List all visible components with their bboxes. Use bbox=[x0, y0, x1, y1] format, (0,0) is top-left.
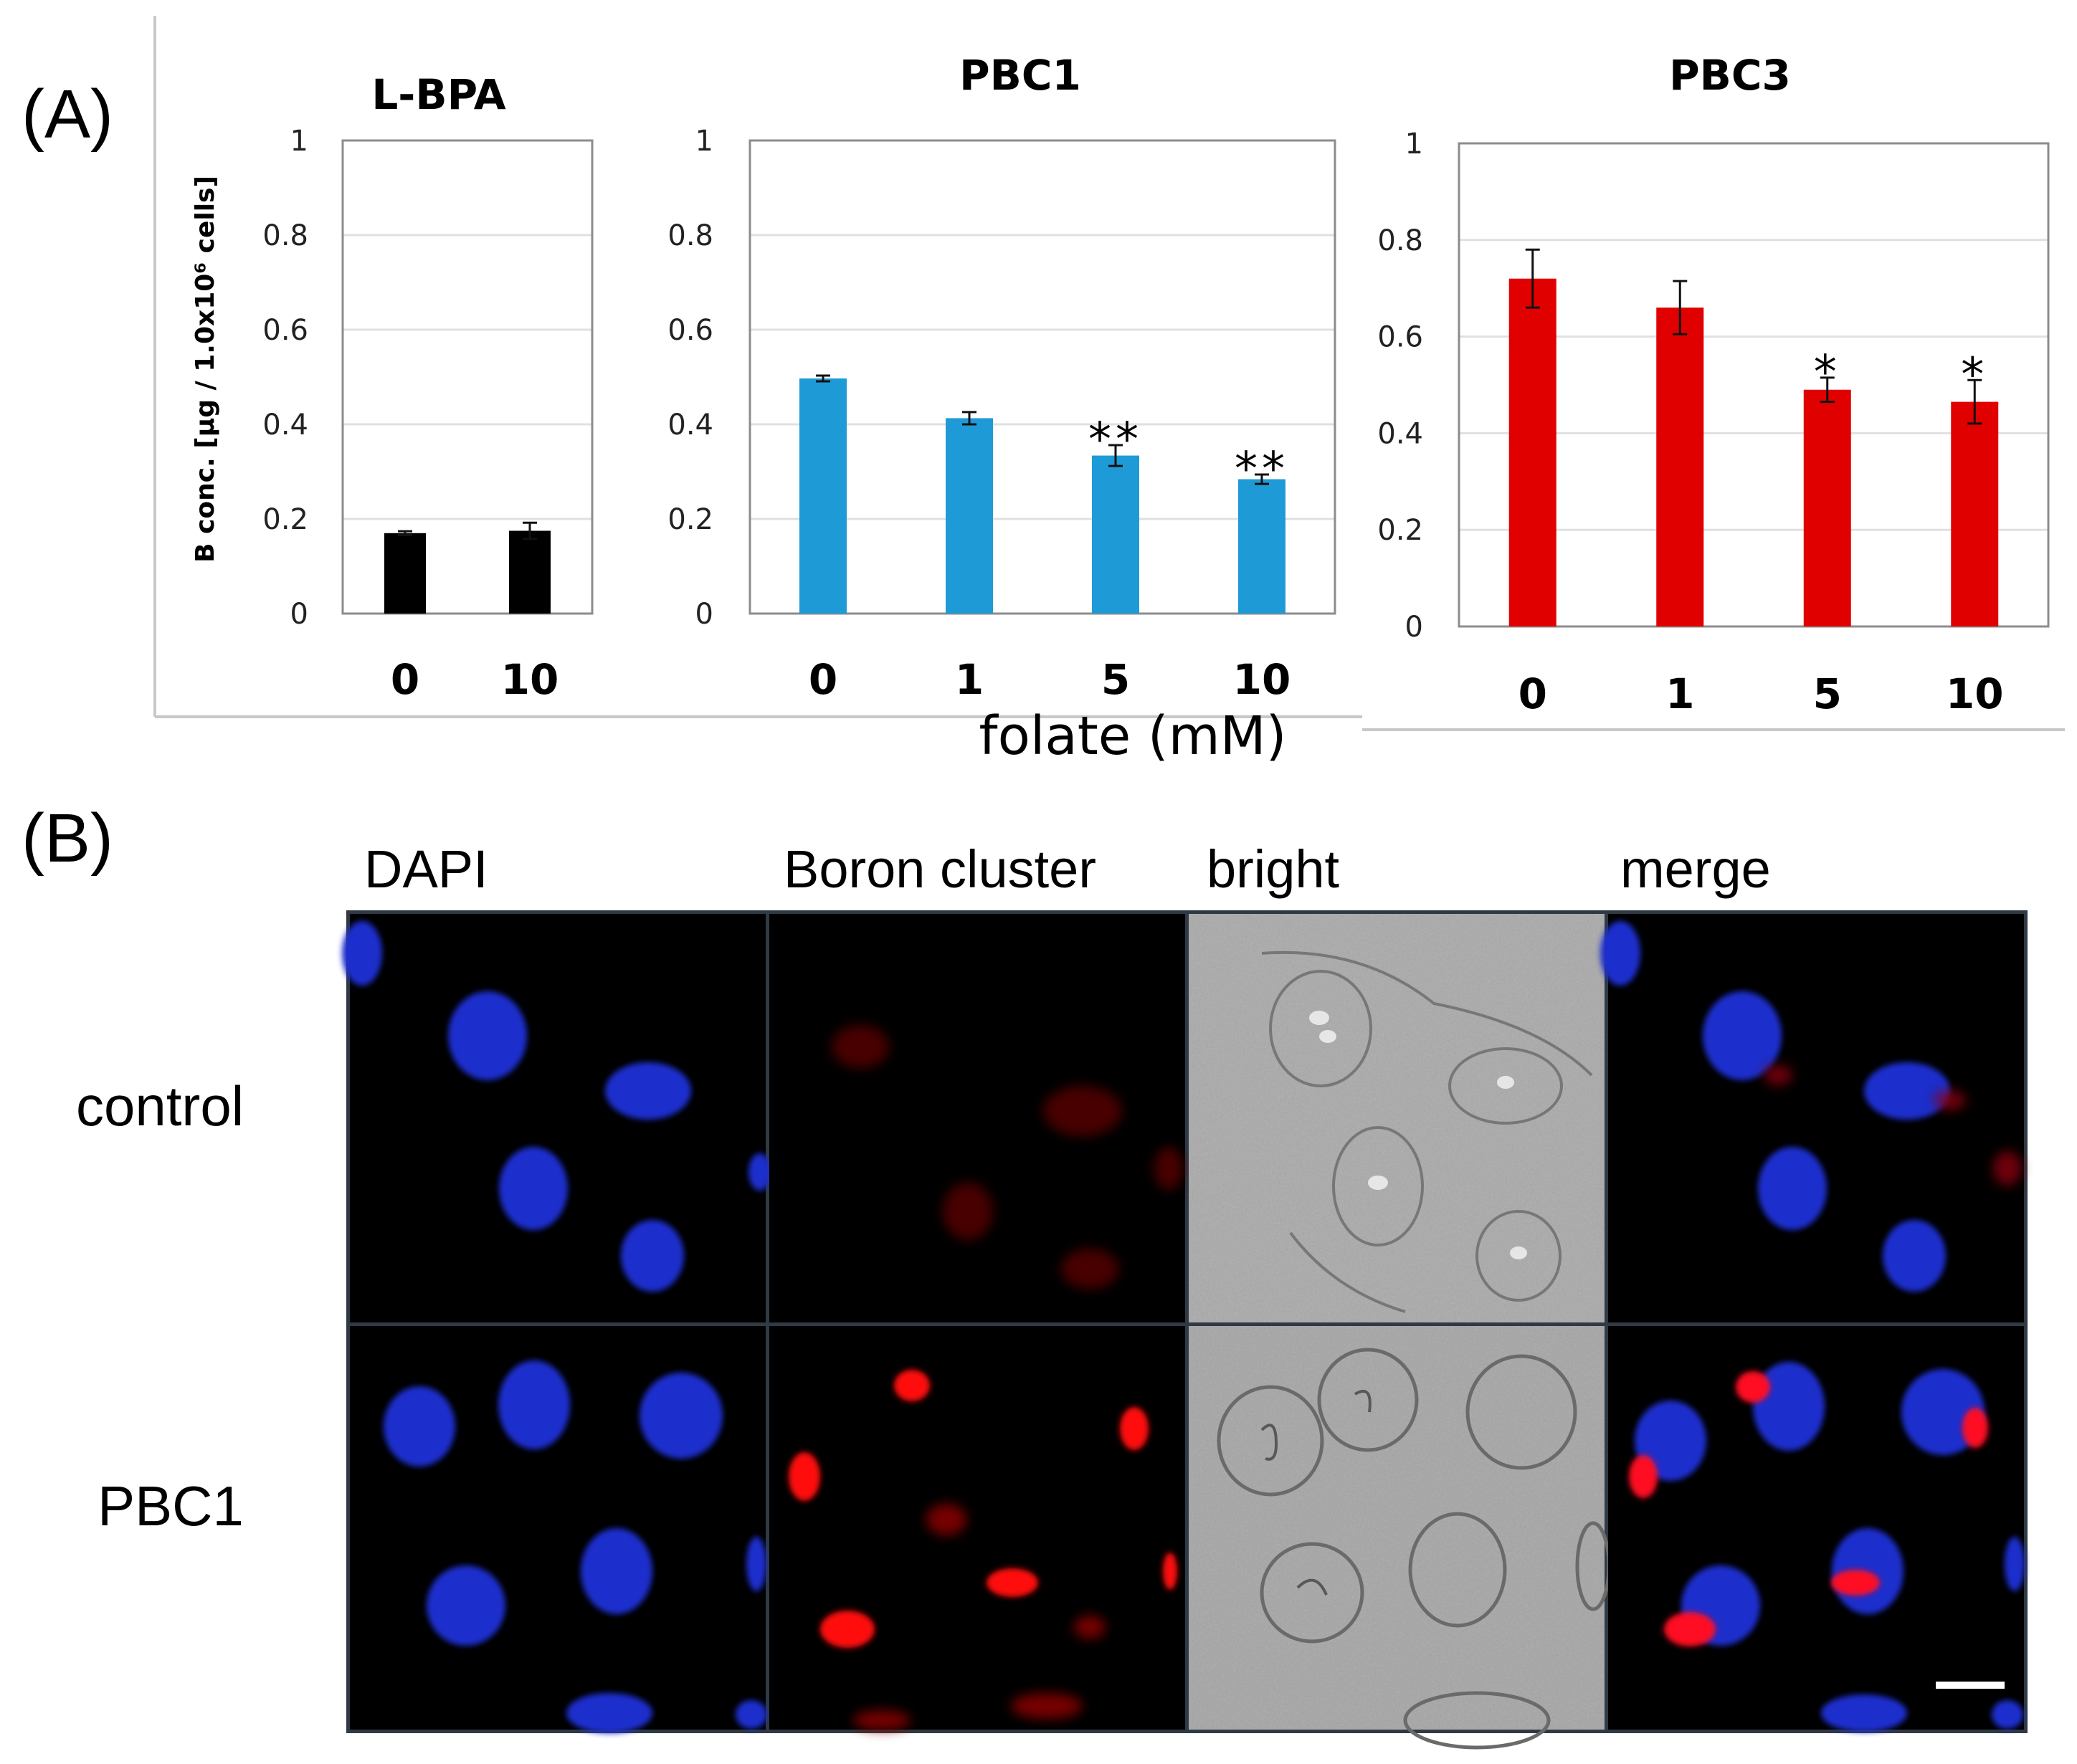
y-tick-label: 0.8 bbox=[1377, 224, 1423, 257]
x-tick-label: 5 bbox=[1813, 669, 1842, 718]
row-label-control: control bbox=[76, 1074, 244, 1138]
plot-frame bbox=[748, 139, 1336, 615]
bar bbox=[1803, 389, 1851, 626]
panel-b-label: (B) bbox=[22, 800, 113, 877]
column-label-merge: merge bbox=[1620, 839, 1771, 899]
x-tick-label: 10 bbox=[501, 655, 559, 704]
plot-frame bbox=[341, 139, 594, 615]
x-tick-label: 1 bbox=[1665, 669, 1694, 718]
chart-1: 0 0.2 0.4 0.6 0.8 1 PBC1 0 1 ** 5 ** 10 bbox=[667, 51, 1336, 704]
microscopy-grid bbox=[342, 910, 2028, 1750]
x-tick-label: 1 bbox=[955, 655, 984, 704]
bar bbox=[509, 530, 551, 614]
plot-frame bbox=[1458, 142, 2050, 628]
y-tick-label: 0.8 bbox=[262, 219, 308, 252]
y-tick-label: 1 bbox=[290, 125, 308, 158]
column-label-bright: bright bbox=[1207, 839, 1340, 899]
image-control-merge bbox=[1600, 914, 2024, 1322]
column-label-boron-cluster: Boron cluster bbox=[784, 839, 1096, 899]
bar bbox=[1656, 307, 1704, 626]
x-tick-label: 5 bbox=[1101, 655, 1130, 704]
bar bbox=[1092, 455, 1139, 614]
bar bbox=[1951, 401, 1999, 626]
x-tick-label: 0 bbox=[1518, 669, 1547, 718]
x-axis-title: folate (mM) bbox=[979, 705, 1287, 767]
image-control-boron bbox=[769, 914, 1185, 1322]
significance-marker: ** bbox=[1235, 443, 1289, 496]
image-pbc1-bright bbox=[1189, 1326, 1611, 1750]
chart-0: 0 0.2 0.4 0.6 0.8 1 L-BPA 0 10 bbox=[262, 70, 594, 704]
y-tick-label: 0 bbox=[695, 598, 713, 631]
bar bbox=[1508, 278, 1556, 626]
bar bbox=[799, 378, 847, 614]
chart-title: PBC3 bbox=[1669, 51, 1791, 100]
y-tick-label: 1 bbox=[695, 125, 713, 158]
image-pbc1-merge bbox=[1608, 1326, 2025, 1732]
scale-bar bbox=[1936, 1682, 2005, 1689]
x-tick-label: 0 bbox=[391, 655, 419, 704]
y-tick-label: 0.8 bbox=[667, 219, 713, 252]
x-tick-label: 10 bbox=[1233, 655, 1291, 704]
chart-2: 0 0.2 0.4 0.6 0.8 1 PBC3 0 1 * 5 * 10 bbox=[1377, 51, 2050, 718]
significance-marker: * bbox=[1961, 348, 1988, 401]
bar bbox=[1238, 479, 1285, 614]
y-tick-label: 0.2 bbox=[1377, 514, 1423, 547]
significance-marker: * bbox=[1814, 346, 1841, 399]
y-tick-label: 1 bbox=[1405, 128, 1423, 161]
row-label-pbc1: PBC1 bbox=[98, 1474, 244, 1537]
y-tick-label: 0 bbox=[290, 598, 308, 631]
chart-title: PBC1 bbox=[959, 51, 1081, 100]
y-tick-label: 0.4 bbox=[1377, 417, 1423, 450]
y-tick-label: 0.6 bbox=[667, 314, 713, 347]
y-tick-label: 0.2 bbox=[262, 503, 308, 536]
image-pbc1-boron bbox=[769, 1326, 1185, 1730]
y-tick-label: 0.6 bbox=[262, 314, 308, 347]
y-tick-label: 0.4 bbox=[667, 409, 713, 442]
bar bbox=[384, 533, 426, 614]
image-pbc1-dapi bbox=[350, 1326, 767, 1733]
y-axis-title: B conc. [µg / 1.0x10⁶ cells] bbox=[191, 176, 220, 563]
significance-marker: ** bbox=[1088, 414, 1143, 467]
x-tick-label: 10 bbox=[1946, 669, 2004, 718]
panel-a-label: (A) bbox=[22, 76, 113, 153]
y-tick-label: 0.2 bbox=[667, 503, 713, 536]
x-tick-label: 0 bbox=[809, 655, 837, 704]
image-control-dapi bbox=[342, 914, 771, 1322]
column-label-dapi: DAPI bbox=[364, 839, 488, 899]
chart-title: L-BPA bbox=[371, 70, 505, 119]
y-tick-label: 0.4 bbox=[262, 409, 308, 442]
bar bbox=[946, 418, 993, 614]
image-control-bright bbox=[1189, 914, 1605, 1322]
y-tick-label: 0.6 bbox=[1377, 321, 1423, 354]
y-tick-label: 0 bbox=[1405, 611, 1423, 644]
